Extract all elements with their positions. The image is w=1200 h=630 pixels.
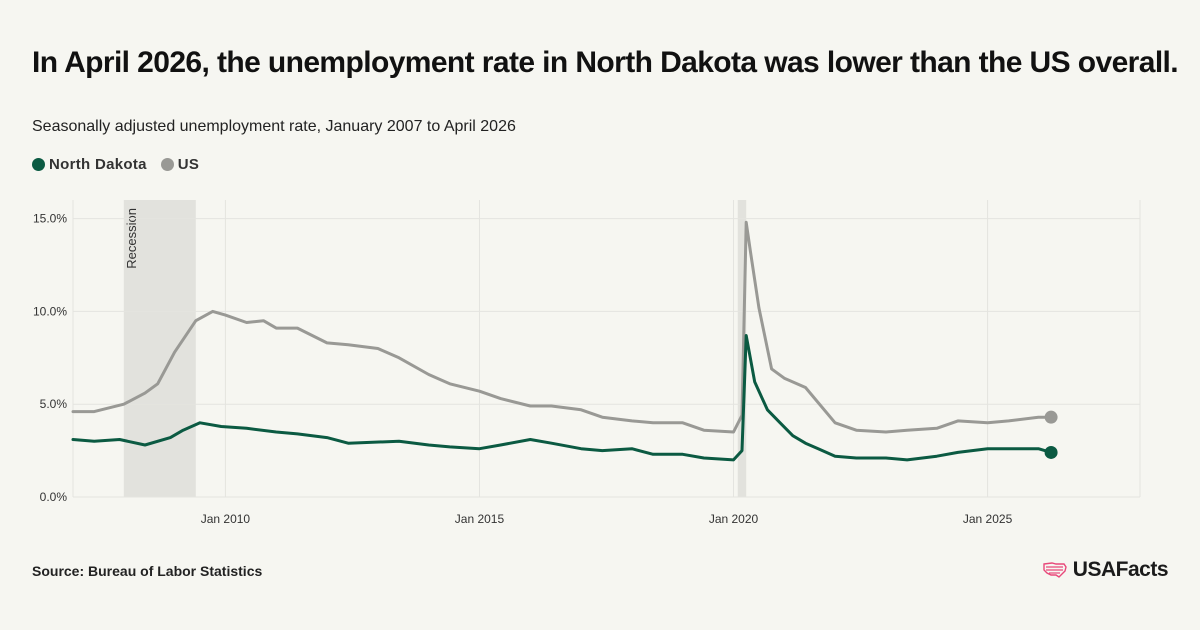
legend-item-north-dakota: North Dakota: [32, 156, 147, 173]
recession-label: Recession: [124, 208, 139, 269]
brand-name: USAFacts: [1072, 558, 1169, 581]
chart-subtitle: Seasonally adjusted unemployment rate, J…: [32, 118, 516, 135]
chart-legend: North Dakota US: [32, 156, 199, 173]
series-line-us: [71, 220, 1053, 434]
y-tick-label: 5.0%: [40, 397, 68, 411]
y-tick-label: 0.0%: [40, 490, 68, 504]
legend-label-north-dakota: North Dakota: [49, 156, 147, 173]
x-tick-label: Jan 2020: [709, 512, 759, 526]
us-flag-map-icon: [1043, 562, 1067, 578]
chart-title: In April 2026, the unemployment rate in …: [32, 46, 1179, 79]
recession-band: [123, 200, 196, 497]
legend-swatch-north-dakota: [32, 158, 45, 171]
source-note: Source: Bureau of Labor Statistics: [32, 563, 263, 579]
y-tick-label: 15.0%: [33, 212, 67, 226]
series-endpoint-us: [1044, 410, 1058, 424]
legend-swatch-us: [160, 158, 174, 171]
x-tick-label: Jan 2010: [201, 512, 251, 526]
brand-logo[interactable]: USAFacts: [1042, 558, 1169, 582]
legend-item-us: US: [160, 156, 200, 173]
series-endpoint-north-dakota: [1044, 445, 1058, 459]
series-line-north-dakota: [71, 334, 1053, 462]
x-tick-label: Jan 2025: [963, 512, 1013, 526]
legend-label-us: US: [177, 156, 200, 173]
y-tick-label: 10.0%: [33, 304, 67, 318]
x-tick-label: Jan 2015: [455, 512, 505, 526]
